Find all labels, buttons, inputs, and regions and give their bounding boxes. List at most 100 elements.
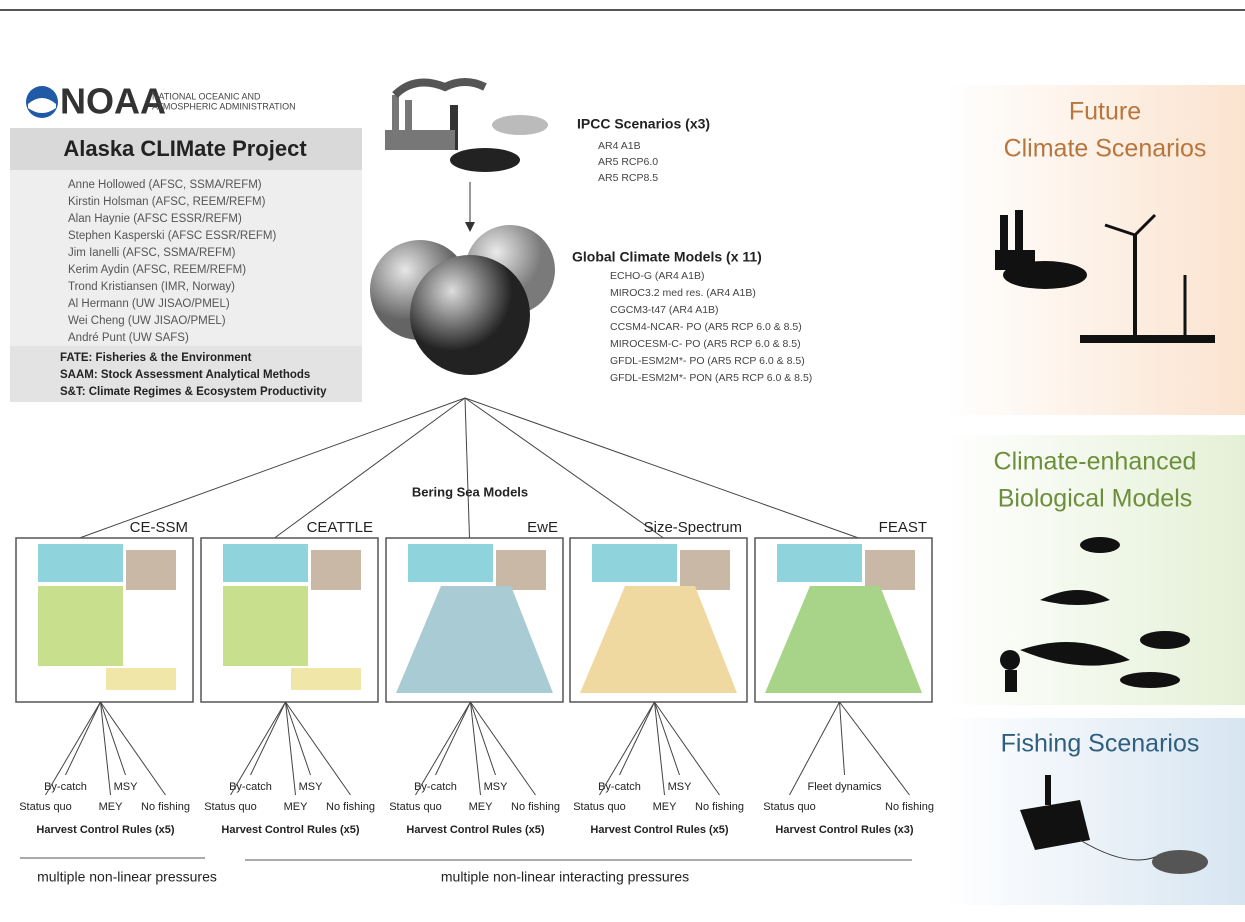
member: Anne Hollowed (AFSC, SSMA/REFM) xyxy=(68,179,262,191)
connector xyxy=(470,701,536,796)
connector xyxy=(464,397,664,539)
connector xyxy=(250,701,286,776)
rule: No fishing xyxy=(695,801,744,813)
panel xyxy=(396,586,553,693)
connector xyxy=(65,701,101,776)
rule: No fishing xyxy=(511,801,560,813)
rules-title: Harvest Control Rules (x5) xyxy=(36,824,174,836)
rule: Status quo xyxy=(573,801,626,813)
panel xyxy=(223,586,308,666)
connector xyxy=(100,701,126,776)
connector xyxy=(839,701,910,796)
program: FATE: Fisheries & the Environment xyxy=(60,352,252,364)
agency-name: NATIONAL OCEANIC AND xyxy=(152,91,261,101)
connector xyxy=(464,397,859,539)
connector xyxy=(470,701,481,796)
panel xyxy=(38,586,123,666)
panel xyxy=(496,550,546,590)
rule: Status quo xyxy=(204,801,257,813)
member: Kerim Aydin (AFSC, REEM/REFM) xyxy=(68,264,246,276)
program: SAAM: Stock Assessment Analytical Method… xyxy=(60,369,310,381)
climate-icon xyxy=(995,210,1215,343)
panel xyxy=(311,550,361,590)
ipcc-item: AR5 RCP8.5 xyxy=(598,172,658,184)
member: Trond Kristiansen (IMR, Norway) xyxy=(68,281,235,293)
ipcc-item: AR5 RCP6.0 xyxy=(598,156,658,168)
factory-icon xyxy=(385,78,548,172)
rule: Status quo xyxy=(763,801,816,813)
panel xyxy=(680,550,730,590)
rule: MEY xyxy=(99,801,124,813)
gcm-item: MIROCESM-C- PO (AR5 RCP 6.0 & 8.5) xyxy=(610,338,801,350)
connector xyxy=(464,397,470,539)
rule: Fleet dynamics xyxy=(808,781,882,793)
gcm-item: GFDL-ESM2M*- PO (AR5 RCP 6.0 & 8.5) xyxy=(610,355,805,367)
connector xyxy=(654,701,720,796)
rule: MEY xyxy=(284,801,309,813)
connector xyxy=(599,701,655,796)
rule: No fishing xyxy=(885,801,934,813)
rule: MSY xyxy=(114,781,139,793)
rule: MSY xyxy=(299,781,324,793)
fishing-panel xyxy=(945,718,1245,905)
panel xyxy=(291,668,361,690)
panel xyxy=(777,544,862,582)
member: Jim Ianelli (AFSC, SSMA/REFM) xyxy=(68,247,236,259)
rule: MSY xyxy=(484,781,509,793)
connector xyxy=(274,397,466,539)
rules-title: Harvest Control Rules (x3) xyxy=(775,824,913,836)
panel xyxy=(408,544,493,582)
member: Al Hermann (UW JISAO/PMEL) xyxy=(68,298,230,310)
panel xyxy=(126,550,176,590)
gcm-item: CGCM3-t47 (AR4 A1B) xyxy=(610,304,719,316)
model-name: Size-Spectrum xyxy=(644,519,742,536)
model-name: FEAST xyxy=(879,519,927,536)
connector xyxy=(435,701,471,776)
rule: No fishing xyxy=(326,801,375,813)
project-title-bar xyxy=(10,128,362,170)
ipcc-title: IPCC Scenarios (x3) xyxy=(577,116,710,132)
connector xyxy=(470,701,496,776)
panel xyxy=(106,668,176,690)
connector xyxy=(230,701,286,796)
gcm-item: GFDL-ESM2M*- PON (AR5 RCP 6.0 & 8.5) xyxy=(610,372,812,384)
connector xyxy=(100,701,111,796)
project-title: Alaska CLIMate Project xyxy=(63,136,307,161)
rules-title: Harvest Control Rules (x5) xyxy=(221,824,359,836)
rule: By-catch xyxy=(414,781,457,793)
connector xyxy=(285,701,351,796)
globes xyxy=(370,225,555,375)
member: André Punt (UW SAFS) xyxy=(68,332,189,344)
rule: By-catch xyxy=(44,781,87,793)
panel xyxy=(865,550,915,590)
rule: No fishing xyxy=(141,801,190,813)
pressure: multiple non-linear interacting pressure… xyxy=(441,869,689,885)
program: S&T: Climate Regimes & Ecosystem Product… xyxy=(60,386,327,398)
connector xyxy=(79,397,466,539)
connector xyxy=(619,701,655,776)
gcm-item: MIROC3.2 med res. (AR4 A1B) xyxy=(610,287,756,299)
member: Alan Haynie (AFSC ESSR/REFM) xyxy=(68,213,242,225)
connector xyxy=(654,701,680,776)
agency-name: ATMOSPHERIC ADMINISTRATION xyxy=(152,101,296,111)
rule: By-catch xyxy=(598,781,641,793)
rule: Status quo xyxy=(389,801,442,813)
gcm-item: CCSM4-NCAR- PO (AR5 RCP 6.0 & 8.5) xyxy=(610,321,802,333)
side-title: Climate Scenarios xyxy=(1004,135,1207,163)
panel xyxy=(223,544,308,582)
ipcc-item: AR4 A1B xyxy=(598,140,641,152)
connector xyxy=(839,701,845,776)
panel xyxy=(592,544,677,582)
rule: MSY xyxy=(668,781,693,793)
vessel-icon xyxy=(1020,775,1208,874)
panel xyxy=(765,586,922,693)
panel xyxy=(580,586,737,693)
connector xyxy=(100,701,166,796)
programs-bar xyxy=(10,346,362,402)
rules-title: Harvest Control Rules (x5) xyxy=(590,824,728,836)
food-web-icon xyxy=(1000,537,1190,692)
gcm-item: ECHO-G (AR4 A1B) xyxy=(610,270,705,282)
connector xyxy=(789,701,840,796)
